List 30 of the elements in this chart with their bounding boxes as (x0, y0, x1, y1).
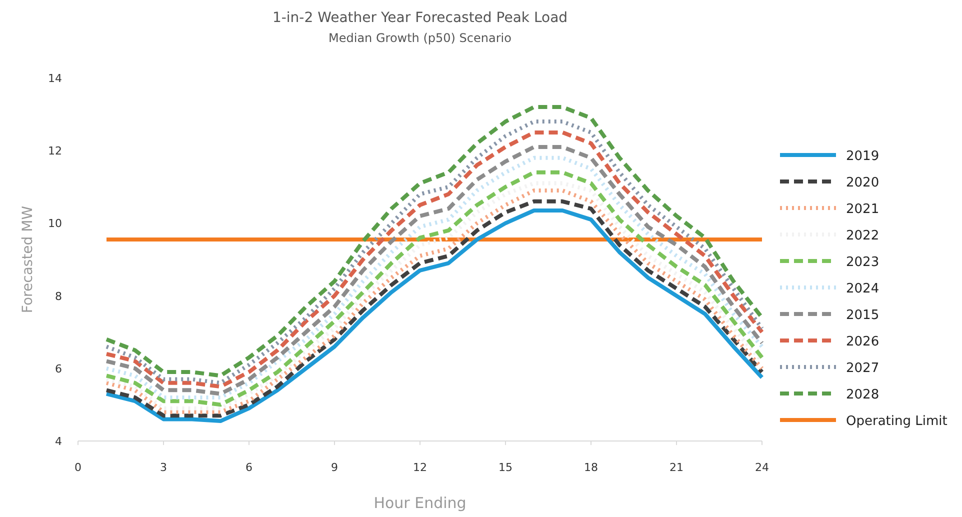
x-tick-label: 18 (584, 461, 598, 474)
x-tick-label: 12 (413, 461, 427, 474)
legend-label: 2024 (846, 282, 880, 296)
legend-label: 2019 (846, 149, 880, 164)
chart-title: 1-in-2 Weather Year Forecasted Peak Load (272, 10, 568, 26)
y-tick-label: 4 (55, 435, 62, 448)
x-tick-label: 3 (160, 461, 167, 474)
y-axis-title: Forecasted MW (20, 206, 36, 314)
x-axis-title: Hour Ending (374, 494, 466, 512)
legend-label: 2027 (846, 361, 880, 376)
y-tick-label: 10 (48, 217, 62, 230)
x-tick-label: 9 (331, 461, 338, 474)
y-tick-label: 12 (48, 144, 62, 158)
y-tick-label: 14 (48, 72, 62, 85)
y-tick-label: 6 (55, 362, 62, 376)
y-tick-label: 8 (55, 290, 62, 303)
legend-label: 2023 (846, 255, 880, 270)
legend-label: 2022 (846, 228, 880, 244)
legend-label: 2021 (846, 202, 880, 217)
chart-subtitle: Median Growth (p50) Scenario (328, 31, 512, 45)
x-tick-label: 6 (246, 461, 252, 474)
x-tick-label: 21 (670, 461, 684, 474)
legend-label: 2020 (846, 176, 880, 190)
legend-label: 2015 (846, 308, 880, 323)
legend-label: 2028 (846, 388, 880, 402)
x-tick-label: 15 (498, 461, 512, 474)
x-tick-label: 0 (74, 461, 82, 474)
x-tick-label: 24 (755, 461, 769, 474)
legend-label: 2026 (846, 334, 880, 350)
legend-label: Operating Limit (846, 414, 948, 429)
